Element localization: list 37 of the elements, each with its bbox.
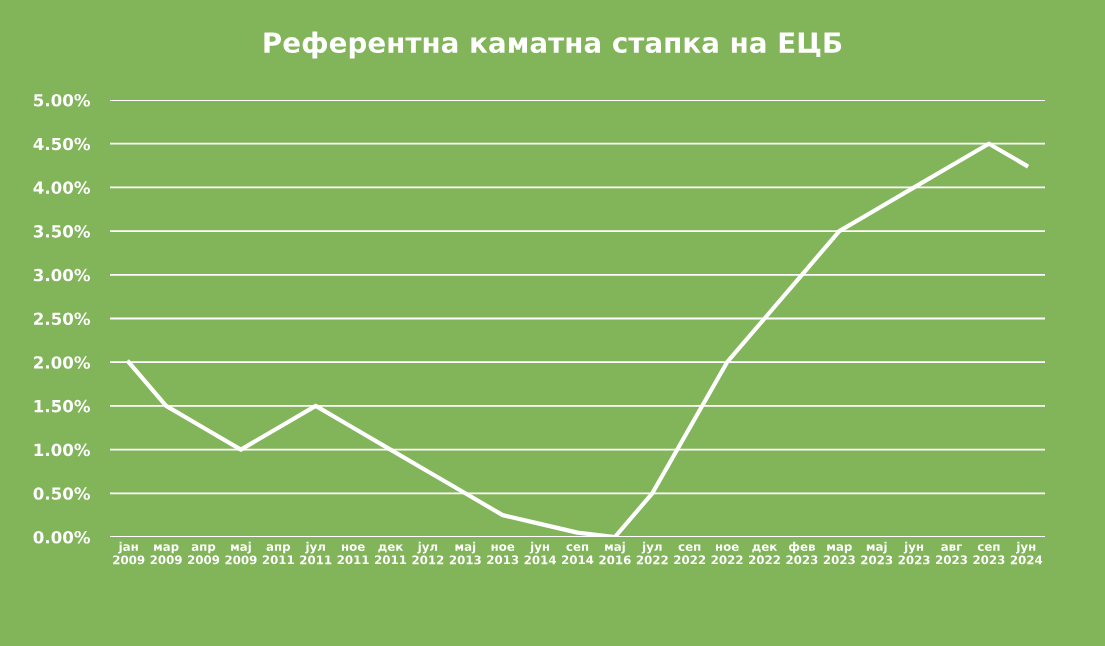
x-tick-label: дек 2022 bbox=[749, 544, 780, 565]
y-tick-label: 1.50% bbox=[34, 399, 91, 413]
x-tick-label: фев 2023 bbox=[786, 541, 818, 565]
x-tick-label: сеп 2023 bbox=[973, 544, 1005, 565]
y-tick-label: 2.50% bbox=[34, 312, 91, 326]
x-tick-label: мај 2009 bbox=[225, 541, 257, 565]
y-tick-label: 0.00% bbox=[33, 530, 91, 544]
y-tick-label: 1.00% bbox=[34, 443, 91, 457]
x-tick-label: мај 2013 bbox=[449, 541, 481, 565]
y-tick-label: 3.00% bbox=[33, 268, 91, 282]
x-tick-label: ное 2022 bbox=[711, 544, 743, 565]
x-tick-label: јул 2012 bbox=[412, 541, 444, 565]
y-tick-label: 2.00% bbox=[34, 356, 91, 369]
x-tick-label: мај 2023 bbox=[861, 541, 893, 565]
x-tick-label: сеп 2014 bbox=[562, 544, 594, 565]
x-tick-label: јул 2022 bbox=[636, 541, 668, 565]
x-tick-label: јун 2024 bbox=[1010, 541, 1043, 565]
x-tick-label: мар 2009 bbox=[150, 544, 182, 565]
x-tick-label: јул 2011 bbox=[300, 541, 332, 565]
y-tick-label: 3.50% bbox=[33, 225, 91, 238]
y-tick-label: 4.00% bbox=[33, 181, 91, 194]
x-tick-label: јун 2014 bbox=[524, 541, 556, 565]
y-tick-label: 0.50% bbox=[33, 487, 91, 500]
x-tick-label: апр 2009 bbox=[188, 544, 220, 565]
x-tick-label: ное 2013 bbox=[487, 544, 519, 565]
x-tick-label: дек 2011 bbox=[375, 544, 407, 565]
x-tick-label: јан 2009 bbox=[113, 541, 145, 565]
x-tick-label: мај 2016 bbox=[599, 541, 631, 565]
y-tick-label: 5.00% bbox=[34, 93, 91, 107]
x-tick-label: апр 2011 bbox=[262, 544, 294, 565]
x-tick-label: мар 2023 bbox=[823, 544, 855, 565]
x-tick-label: сеп 2022 bbox=[674, 544, 706, 565]
x-tick-label: авг 2023 bbox=[936, 544, 967, 565]
chart-title: Референтна каматна стапка на ЕЦБ bbox=[264, 31, 842, 59]
x-tick-label: ное 2011 bbox=[337, 544, 369, 565]
x-tick-label: јун 2023 bbox=[898, 541, 930, 565]
y-tick-label: 4.50% bbox=[33, 137, 91, 151]
